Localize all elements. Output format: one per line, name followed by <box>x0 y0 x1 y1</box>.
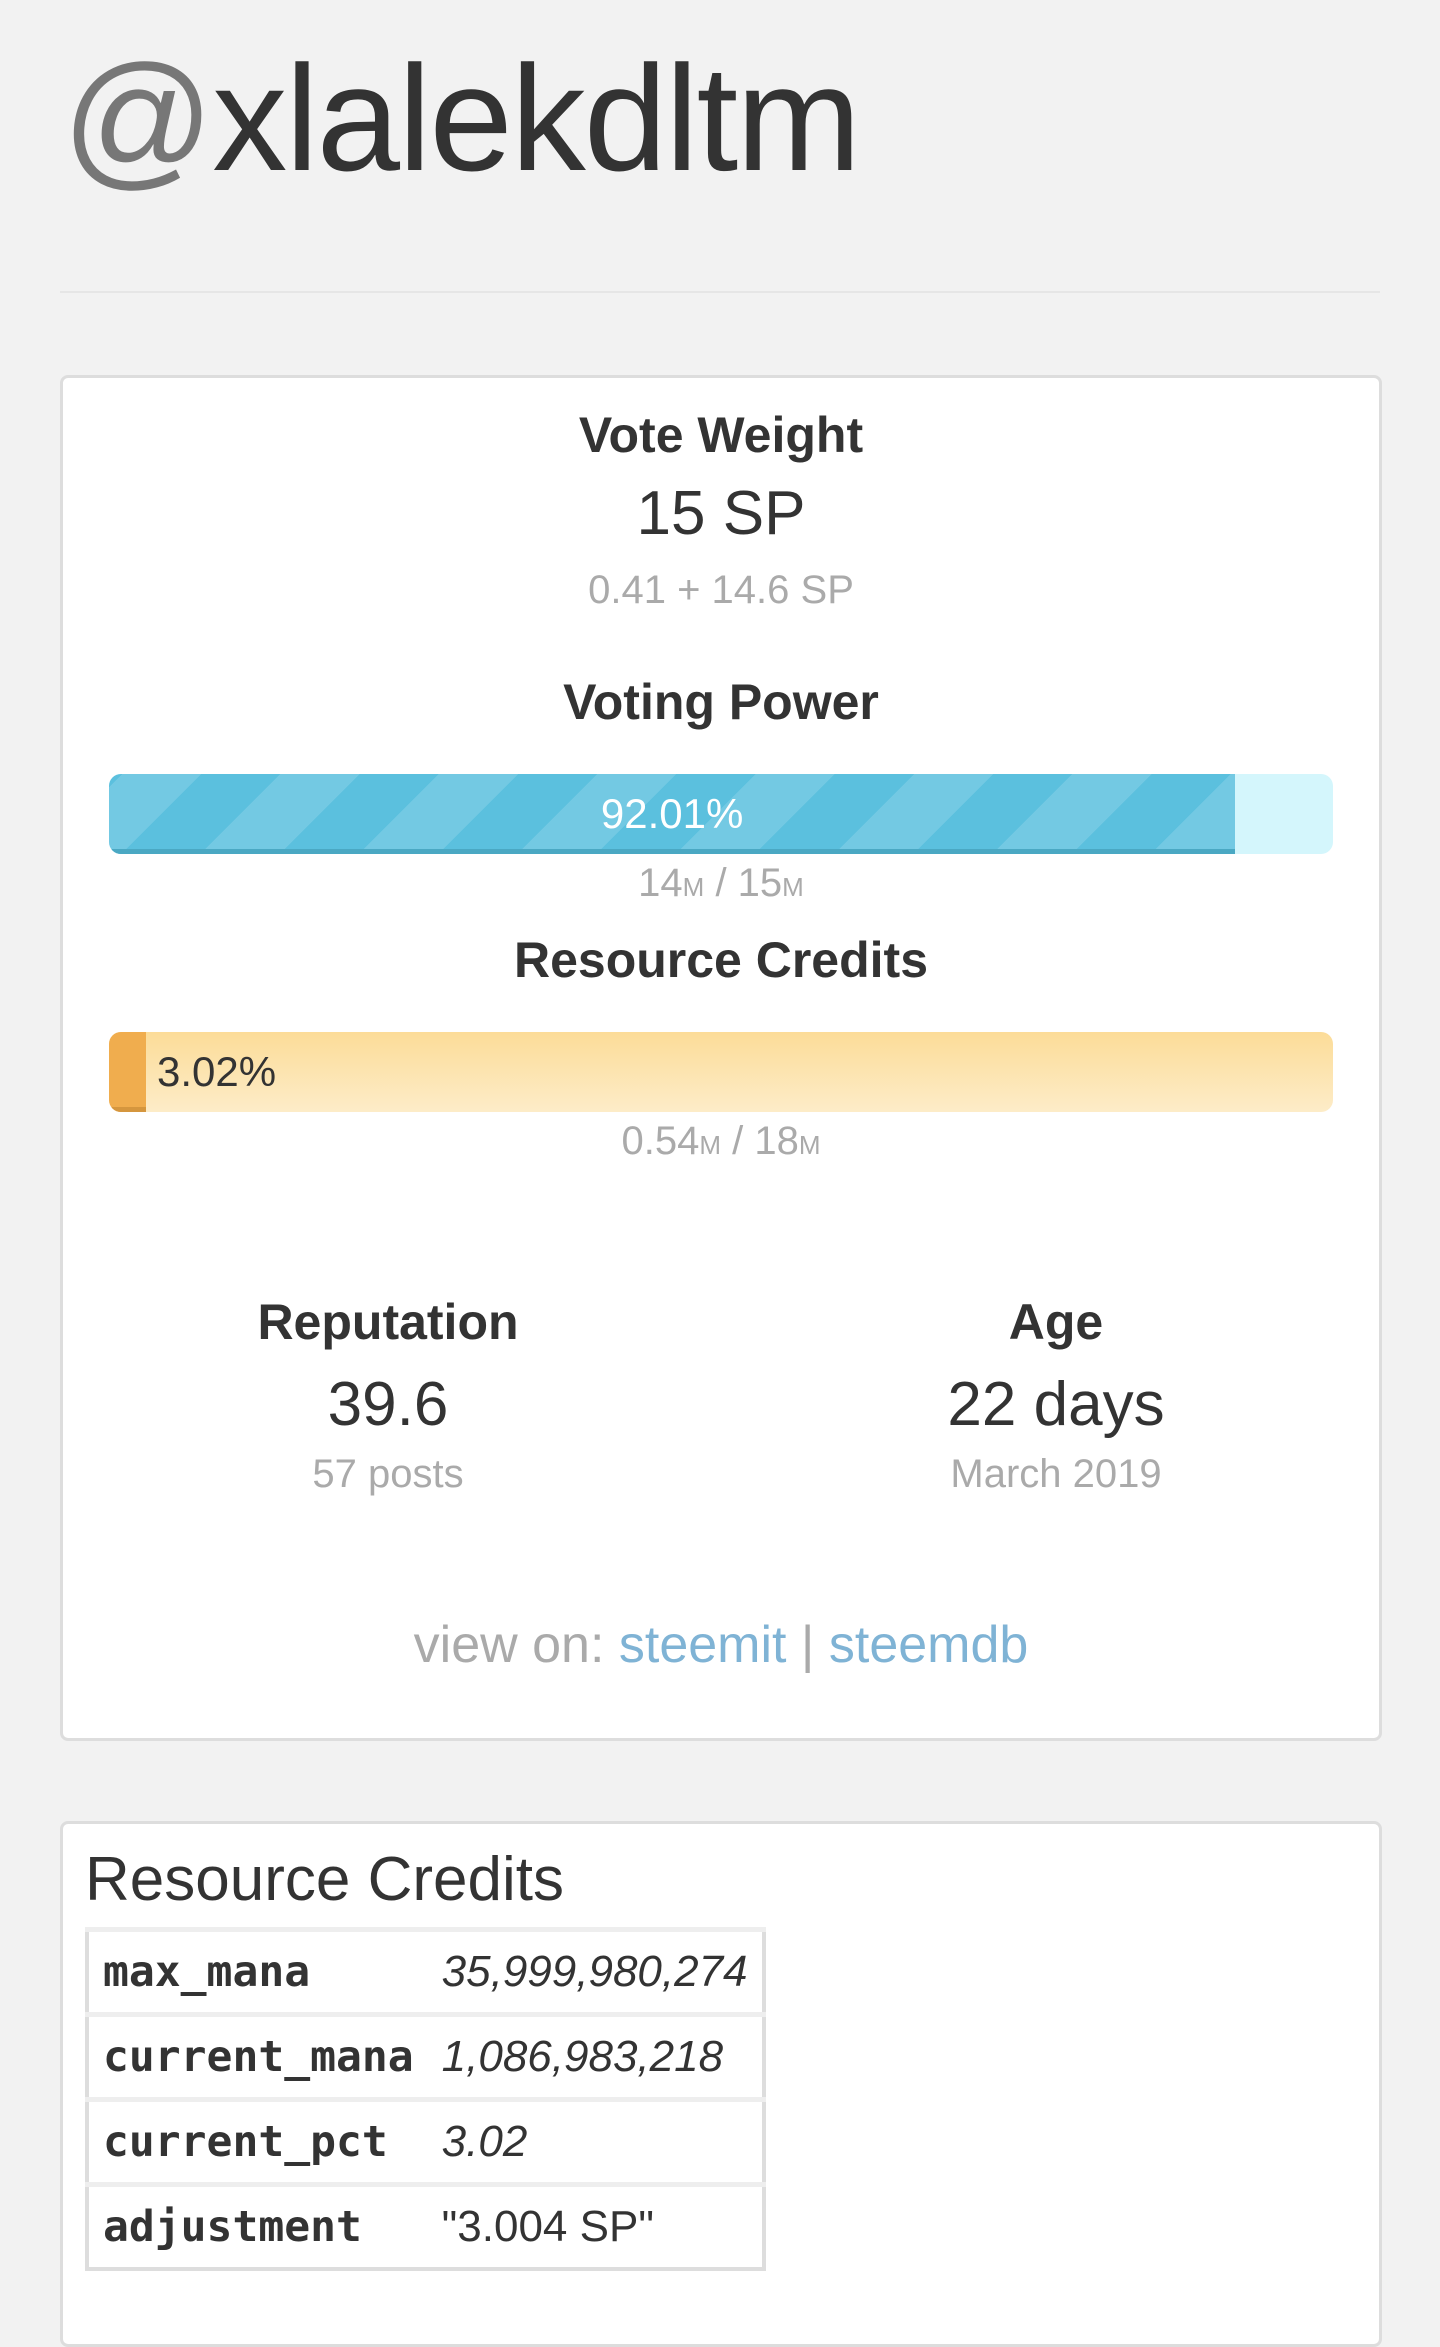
rc-unit: M <box>798 1130 821 1160</box>
table-row: current_pct 3.02 <box>87 2097 764 2185</box>
voting-power-label: 92.01% <box>600 790 744 837</box>
steemit-link[interactable]: steemit <box>618 1616 787 1674</box>
vp-max: 15 <box>737 861 783 905</box>
rc-unit: M <box>699 1130 721 1160</box>
resource-credits-label: 3.02% <box>157 1048 277 1095</box>
account-name: xlalekdltm <box>212 34 861 202</box>
view-on-label: view on: <box>413 1616 619 1674</box>
view-on: view on: steemit | steemdb <box>63 1615 1379 1675</box>
rc-sep: / <box>721 1119 755 1163</box>
row-value: "3.004 SP" <box>427 2182 764 2269</box>
row-value: 35,999,980,274 <box>427 1927 764 2015</box>
resource-credits-heading: Resource Credits <box>513 932 929 988</box>
row-key: adjustment <box>87 2182 428 2269</box>
vote-weight-heading: Vote Weight <box>578 407 864 463</box>
age-section: Age 22 days March 2019 <box>776 1293 1336 1497</box>
table-row: current_mana 1,086,983,218 <box>87 2012 764 2100</box>
voting-power-mana: 14M / 15M <box>63 861 1379 906</box>
resource-credits-mana: 0.54M / 18M <box>63 1119 1379 1164</box>
voting-power-bar: 92.01% <box>109 774 1333 854</box>
link-separator: | <box>786 1616 829 1674</box>
divider <box>60 291 1380 293</box>
voting-power-heading: Voting Power <box>563 674 879 730</box>
vp-sep: / <box>704 861 738 905</box>
vote-weight-detail: 0.41 + 14.6 SP <box>588 568 854 612</box>
at-sign: @ <box>62 34 214 202</box>
post-count: 57 posts <box>312 1452 464 1496</box>
vp-unit: M <box>782 872 804 902</box>
account-stats-card: Vote Weight 15 SP 0.41 + 14.6 SP Voting … <box>60 375 1382 1741</box>
reputation-heading: Reputation <box>257 1294 519 1350</box>
reputation-value: 39.6 <box>327 1370 449 1439</box>
account-title: @xlalekdltm <box>62 28 861 208</box>
rc-max: 18 <box>754 1119 799 1163</box>
rc-table: max_mana 35,999,980,274 current_mana 1,086,… <box>85 1927 766 2271</box>
row-key: current_mana <box>87 2012 428 2100</box>
rc-current: 0.54 <box>621 1119 700 1163</box>
created-date: March 2019 <box>950 1452 1162 1496</box>
resource-credits-card: Resource Credits max_mana 35,999,980,274 c… <box>60 1821 1382 2347</box>
table-row: max_mana 35,999,980,274 <box>87 1927 764 2015</box>
row-value: 1,086,983,218 <box>427 2012 764 2100</box>
vp-unit: M <box>682 872 705 902</box>
vote-weight-value: 15 SP <box>636 479 806 548</box>
age-heading: Age <box>1008 1294 1104 1350</box>
resource-credits-fill <box>109 1032 146 1112</box>
row-value: 3.02 <box>427 2097 764 2185</box>
row-key: max_mana <box>87 1927 428 2015</box>
row-key: current_pct <box>87 2097 428 2185</box>
table-row: adjustment "3.004 SP" <box>87 2182 764 2269</box>
age-value: 22 days <box>947 1370 1165 1439</box>
reputation-section: Reputation 39.6 57 posts <box>108 1293 668 1497</box>
resource-credits-bar: 3.02% <box>109 1032 1333 1112</box>
steemdb-link[interactable]: steemdb <box>828 1616 1029 1674</box>
rc-table-title: Resource Credits <box>85 1845 564 1914</box>
vp-current: 14 <box>638 861 683 905</box>
voting-power-fill: 92.01% <box>109 774 1236 854</box>
